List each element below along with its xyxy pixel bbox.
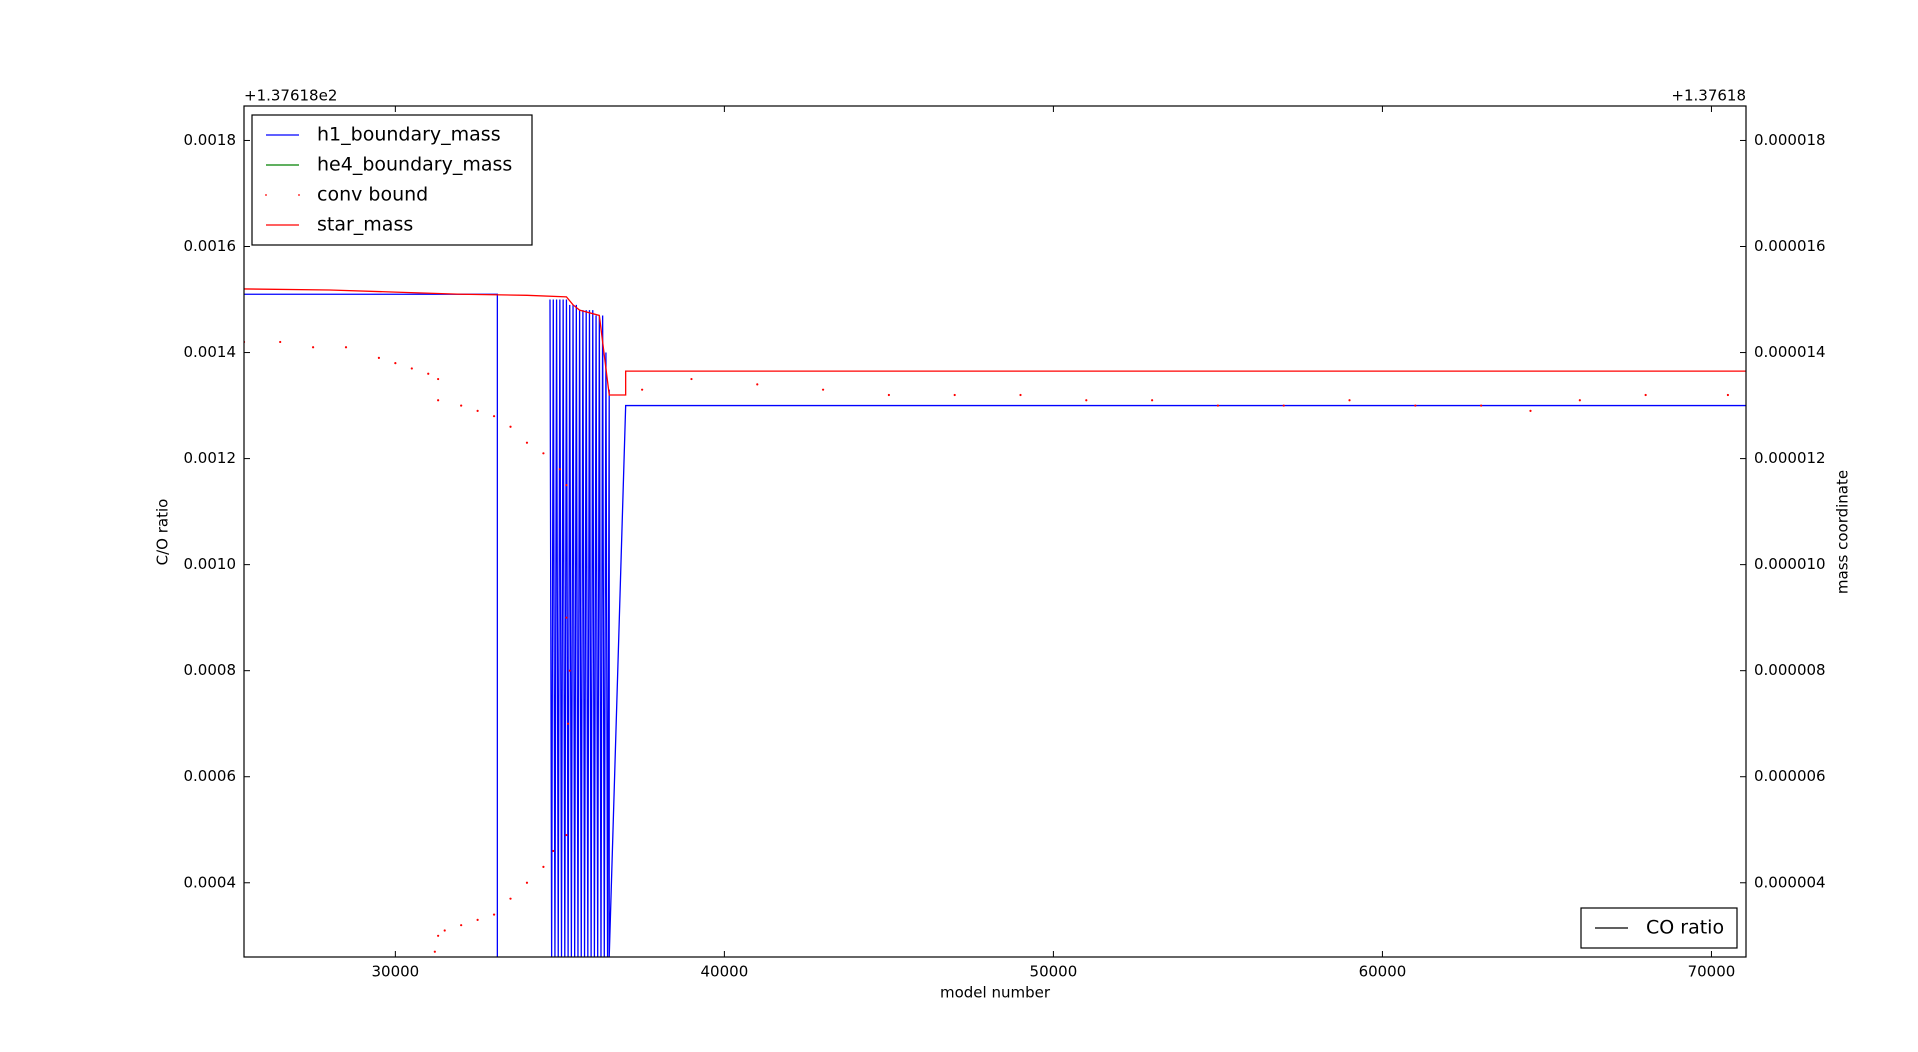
y2-tick-label: 0.000008 bbox=[1754, 661, 1826, 679]
conv-point bbox=[476, 918, 479, 921]
y-tick-label: 0.0014 bbox=[184, 343, 237, 361]
y2-tick-label: 0.000004 bbox=[1754, 873, 1826, 891]
conv-point bbox=[756, 383, 759, 386]
conv-point bbox=[460, 924, 463, 927]
legend-label: he4_boundary_mass bbox=[317, 154, 512, 176]
conv-point bbox=[433, 950, 436, 953]
y-tick-label: 0.0012 bbox=[184, 449, 237, 467]
series-line bbox=[244, 288, 1746, 396]
conv-point bbox=[558, 468, 561, 471]
conv-point bbox=[509, 897, 512, 900]
y-axis-label: C/O ratio bbox=[154, 499, 172, 566]
conv-point bbox=[1529, 409, 1532, 412]
plot-area bbox=[244, 288, 1746, 957]
conv-point bbox=[443, 929, 446, 932]
conv-point bbox=[1726, 393, 1730, 397]
y2-tick-label: 0.000012 bbox=[1754, 449, 1826, 467]
conv-point bbox=[641, 388, 644, 391]
y2-tick-label: 0.000010 bbox=[1754, 555, 1826, 573]
y2-tick-label: 0.000018 bbox=[1754, 131, 1826, 149]
conv-point bbox=[427, 372, 430, 375]
conv-point bbox=[377, 356, 381, 359]
conv-point bbox=[1019, 393, 1022, 397]
conv-point bbox=[690, 377, 693, 381]
conv-point bbox=[394, 362, 397, 365]
conv-point bbox=[1085, 399, 1088, 402]
conv-point bbox=[542, 452, 545, 455]
y-tick-label: 0.0008 bbox=[184, 661, 237, 679]
conv-point bbox=[437, 399, 440, 402]
axes-frame bbox=[243, 105, 1747, 958]
conv-point bbox=[566, 722, 570, 725]
conv-point bbox=[437, 934, 440, 937]
x-tick-label: 50000 bbox=[1030, 963, 1078, 981]
y2-tick-label: 0.000006 bbox=[1754, 767, 1826, 785]
y-tick-label: 0.0018 bbox=[184, 131, 237, 149]
conv-point bbox=[565, 484, 568, 487]
conv-point bbox=[437, 377, 440, 381]
legend-label: conv bound bbox=[317, 184, 428, 206]
conv-point bbox=[552, 849, 555, 853]
legend-label: CO ratio bbox=[1646, 917, 1724, 939]
conv-point bbox=[525, 881, 529, 884]
conv-point bbox=[1644, 393, 1647, 397]
legend-box bbox=[251, 114, 533, 246]
conv-point bbox=[1480, 404, 1483, 407]
x-tick-label: 70000 bbox=[1688, 963, 1736, 981]
conv-point bbox=[565, 616, 568, 619]
conv-point bbox=[1348, 399, 1351, 402]
conv-point bbox=[460, 404, 463, 407]
y-offset-text: +1.37618e2 bbox=[244, 87, 337, 105]
conv-point bbox=[1578, 399, 1581, 402]
legend-label: h1_boundary_mass bbox=[317, 124, 501, 146]
conv-point bbox=[279, 340, 282, 344]
conv-point bbox=[953, 393, 956, 397]
y2-offset-text: +1.37618 bbox=[1671, 87, 1746, 105]
conv-point bbox=[565, 833, 568, 837]
conv-point bbox=[887, 393, 890, 397]
y-tick-label: 0.0010 bbox=[184, 555, 237, 573]
legend-marker bbox=[298, 194, 300, 196]
y2-tick-label: 0.000016 bbox=[1754, 237, 1826, 255]
conv-point bbox=[344, 346, 348, 349]
y-tick-label: 0.0016 bbox=[184, 237, 237, 255]
conv-point bbox=[492, 415, 496, 418]
y-tick-label: 0.0004 bbox=[184, 873, 237, 891]
y2-axis-label: mass coordinate bbox=[1834, 470, 1852, 594]
x-tick-label: 40000 bbox=[701, 963, 749, 981]
legend-marker bbox=[265, 194, 267, 196]
legend-label: star_mass bbox=[317, 214, 413, 236]
y-tick-label: 0.0006 bbox=[184, 767, 237, 785]
y2-tick-label: 0.000014 bbox=[1754, 343, 1826, 361]
conv-point bbox=[410, 367, 413, 370]
x-axis-label: model number bbox=[940, 984, 1051, 1002]
conv-point bbox=[509, 425, 512, 428]
x-tick-label: 30000 bbox=[371, 963, 419, 981]
conv-point bbox=[568, 669, 571, 672]
conv-point bbox=[542, 865, 545, 868]
conv-point bbox=[525, 441, 529, 444]
conv-point bbox=[1151, 399, 1154, 402]
conv-point bbox=[1414, 404, 1417, 407]
x-tick-label: 60000 bbox=[1359, 963, 1407, 981]
conv-point bbox=[1216, 404, 1220, 407]
conv-point bbox=[821, 388, 825, 391]
conv-point bbox=[492, 913, 496, 916]
conv-point bbox=[311, 346, 315, 349]
conv-point bbox=[476, 409, 479, 412]
conv-point bbox=[1282, 404, 1285, 407]
